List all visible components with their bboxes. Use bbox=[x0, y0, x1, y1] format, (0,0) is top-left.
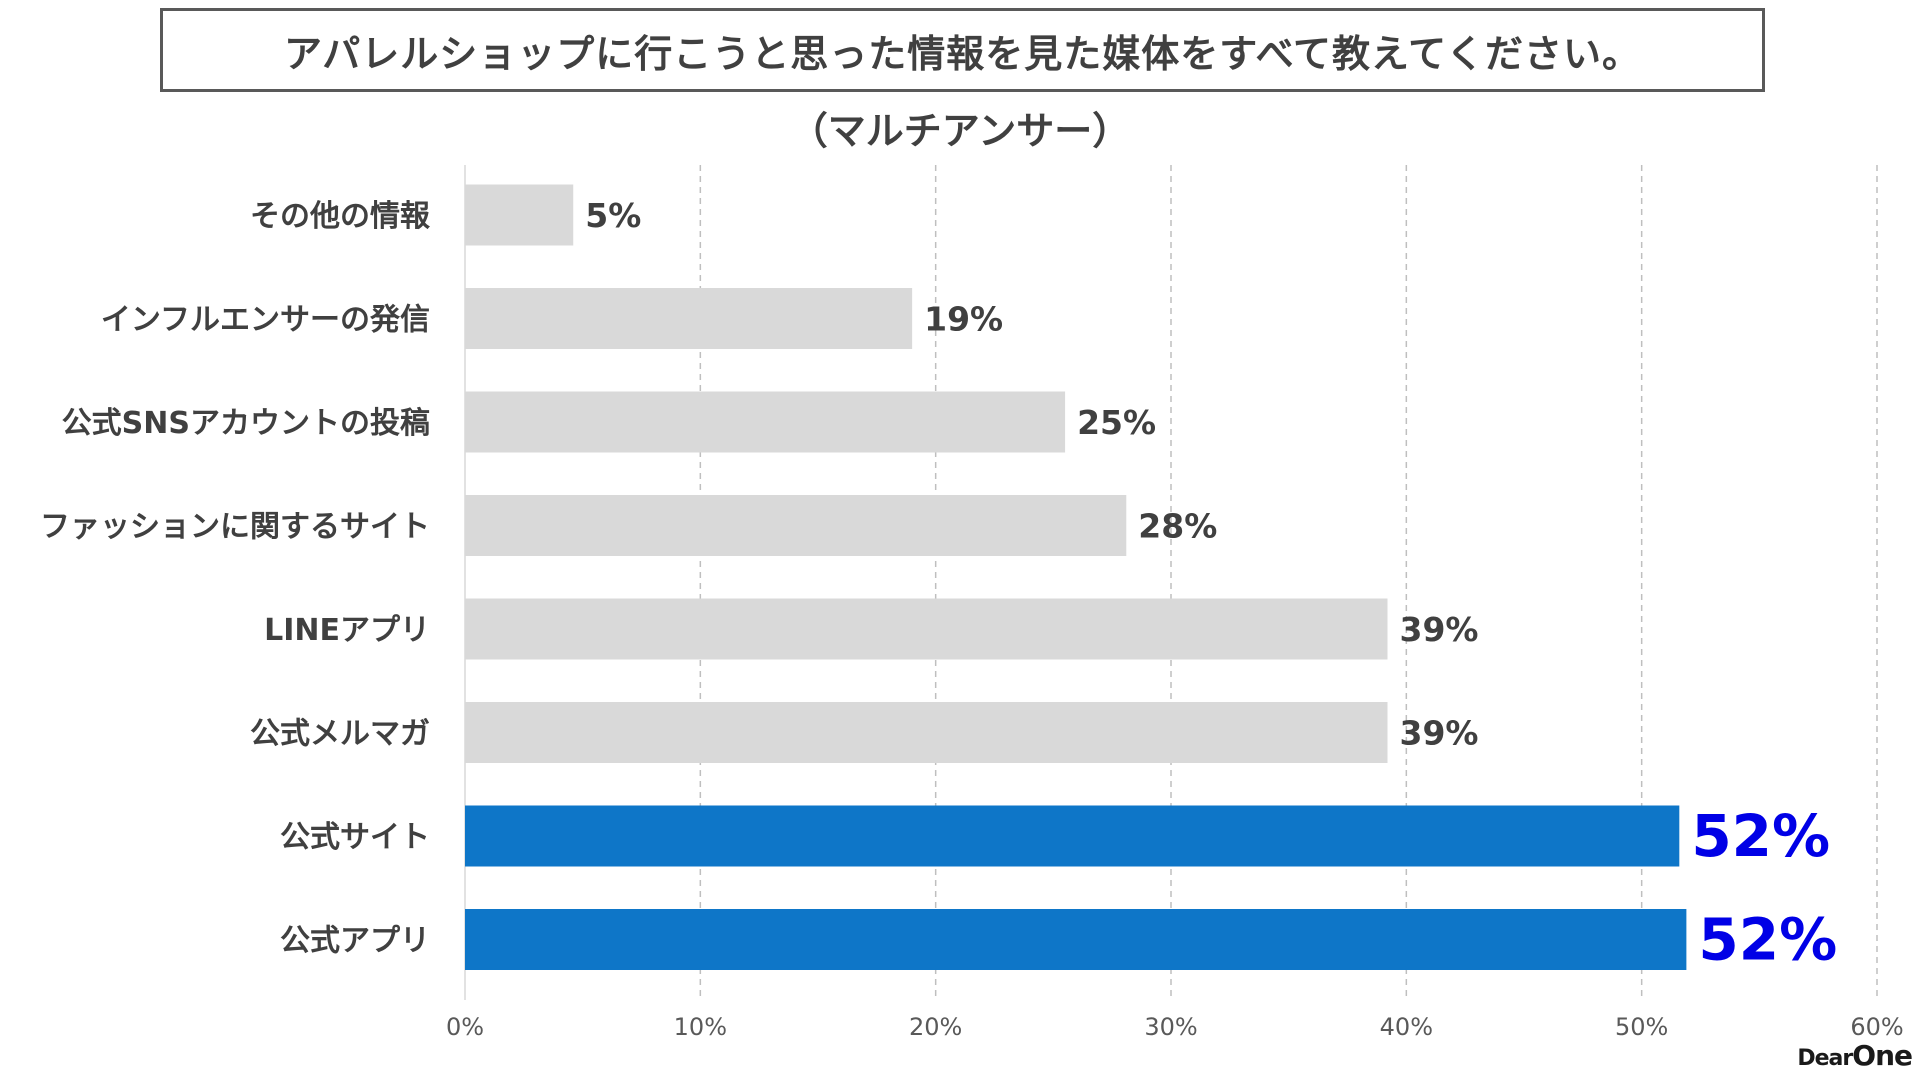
category-label: 公式サイト bbox=[280, 820, 430, 855]
logo-part-dear: Dear bbox=[1797, 1046, 1853, 1071]
category-label: インフルエンサーの発信 bbox=[101, 303, 430, 338]
data-label: 39% bbox=[1400, 714, 1479, 753]
category-label: LINEアプリ bbox=[264, 613, 430, 648]
data-label: 5% bbox=[585, 196, 641, 235]
x-tick-label: 10% bbox=[674, 1013, 727, 1041]
x-tick-label: 40% bbox=[1380, 1013, 1433, 1041]
bar bbox=[465, 288, 913, 349]
bar bbox=[465, 598, 1388, 660]
data-label: 25% bbox=[1077, 403, 1156, 442]
chart-subtitle: （マルチアンサー） bbox=[789, 109, 1131, 153]
chart-title-box: アパレルショップに行こうと思った情報を見た媒体をすべて教えてください。 bbox=[160, 8, 1765, 92]
category-label: ファッションに関するサイト bbox=[40, 510, 430, 545]
category-label: 公式アプリ bbox=[280, 924, 430, 959]
bar bbox=[465, 495, 1127, 556]
category-label: 公式SNSアカウントの投稿 bbox=[62, 406, 430, 441]
x-tick-label: 0% bbox=[446, 1013, 484, 1041]
data-label: 28% bbox=[1138, 507, 1217, 546]
x-tick-label: 60% bbox=[1850, 1013, 1903, 1041]
x-tick-label: 20% bbox=[909, 1013, 962, 1041]
bar bbox=[465, 391, 1066, 453]
chart-title: アパレルショップに行こうと思った情報を見た媒体をすべて教えてください。 bbox=[283, 31, 1642, 76]
category-label: 公式メルマガ bbox=[250, 717, 430, 752]
data-label: 52% bbox=[1691, 802, 1830, 870]
data-label: 52% bbox=[1698, 906, 1837, 974]
bar bbox=[465, 909, 1687, 970]
bar bbox=[465, 184, 574, 246]
x-tick-label: 50% bbox=[1615, 1013, 1668, 1041]
bar bbox=[465, 702, 1388, 763]
data-label: 19% bbox=[924, 300, 1003, 339]
x-tick-label: 30% bbox=[1144, 1013, 1197, 1041]
brand-logo: DearOne bbox=[1797, 1039, 1913, 1072]
category-label: その他の情報 bbox=[250, 199, 431, 234]
bar bbox=[465, 805, 1680, 867]
logo-part-one: One bbox=[1852, 1039, 1913, 1072]
data-label: 39% bbox=[1400, 610, 1479, 649]
